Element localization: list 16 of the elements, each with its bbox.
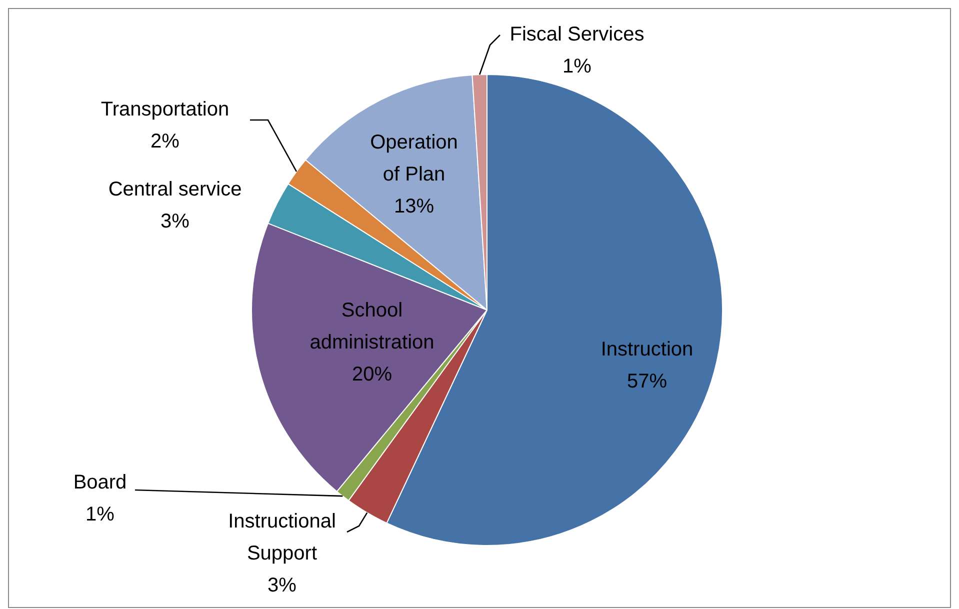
slice-label: School administration: [310, 300, 434, 354]
slice-label: Instructional Support: [228, 510, 336, 565]
data-label: 1%: [562, 56, 592, 78]
slice-label: Central service: [108, 178, 242, 201]
data-label: 3%: [268, 574, 297, 597]
slice-label: Operation of Plan: [370, 132, 458, 186]
data-label: 57%: [626, 370, 668, 393]
slice-label: Board: [73, 472, 127, 494]
data-label: 2%: [150, 130, 180, 153]
data-label: 3%: [160, 210, 190, 233]
slice-label: Instruction: [600, 338, 694, 361]
data-label: 13%: [394, 196, 434, 218]
slice-label: Fiscal Services: [510, 24, 644, 46]
data-label: 1%: [86, 504, 115, 526]
slice-label: Transportation: [100, 98, 230, 121]
data-label: 20%: [352, 364, 392, 386]
